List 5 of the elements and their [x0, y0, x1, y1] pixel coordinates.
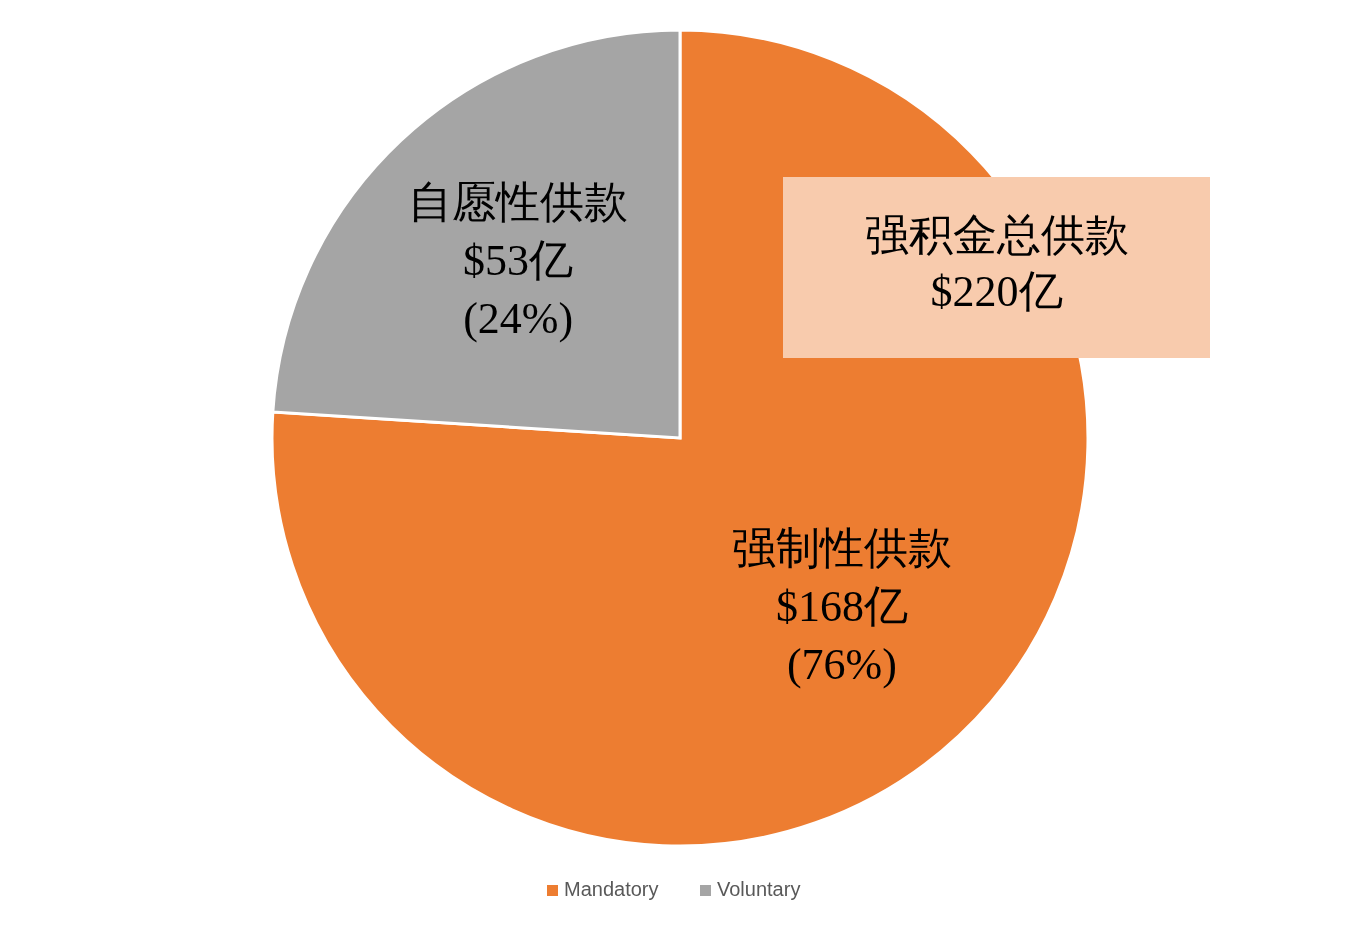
data-label: 强制性供款 $168亿 (76%) [731, 523, 952, 689]
legend-label: Mandatory [564, 878, 659, 901]
text: 强积金总供款 $220亿 [864, 210, 1129, 316]
data-label: 自愿性供款 $53亿 (24%) [408, 178, 629, 344]
legend-label: Voluntary [717, 878, 801, 901]
